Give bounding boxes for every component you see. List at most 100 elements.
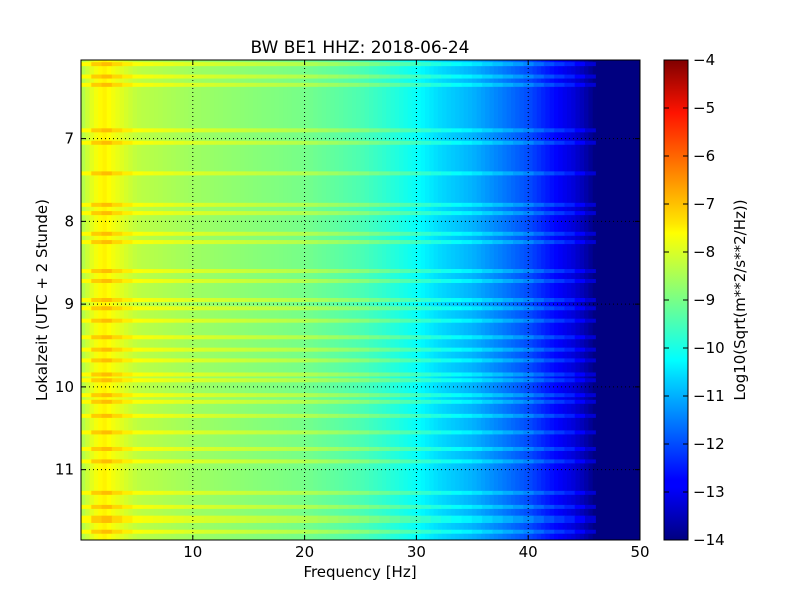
- spectrogram-band-segment: [482, 278, 494, 283]
- spectrogram-band-segment: [297, 278, 308, 283]
- spectrogram-band-segment: [523, 278, 535, 283]
- spectrogram-band-segment: [358, 372, 370, 377]
- spectrogram-band-segment: [307, 358, 319, 363]
- spectrogram-column: [618, 60, 624, 540]
- spectrogram-band-segment: [482, 372, 494, 377]
- spectrogram-band-segment: [297, 446, 308, 451]
- spectrogram-band-segment: [266, 490, 278, 495]
- spectrogram-band-segment: [173, 518, 185, 523]
- spectrogram-band-segment: [111, 358, 123, 363]
- spectrogram-band-segment: [441, 140, 452, 145]
- spectrogram-band-segment: [153, 202, 164, 207]
- spectrogram-band-segment: [420, 306, 432, 311]
- spectrogram-band-segment: [451, 393, 463, 398]
- spectrogram-band-segment: [132, 518, 144, 523]
- spectrogram-band-segment: [297, 504, 308, 509]
- spectrogram-band-segment: [482, 518, 494, 523]
- spectrogram-band-segment: [327, 140, 339, 145]
- spectrogram-band-segment: [574, 347, 586, 352]
- spectrogram-band-segment: [111, 278, 123, 283]
- spectrogram-band-segment: [122, 413, 134, 418]
- spectrogram-band-segment: [132, 140, 144, 145]
- spectrogram-band-segment: [142, 399, 154, 404]
- spectrogram-band-segment: [584, 459, 596, 464]
- spectrogram-band-segment: [173, 318, 185, 323]
- spectrogram-band-segment: [471, 202, 483, 207]
- spectrogram-band-segment: [482, 202, 494, 207]
- spectrogram-band-segment: [482, 269, 494, 274]
- spectrogram-band-segment: [111, 490, 123, 495]
- spectrogram-band-segment: [245, 62, 257, 67]
- spectrogram-band-segment: [389, 318, 401, 323]
- spectrogram-band-segment: [91, 140, 103, 145]
- spectrogram-band-segment: [91, 358, 103, 363]
- spectrogram-band-segment: [276, 378, 288, 383]
- x-tick-label: 30: [407, 543, 426, 561]
- spectrogram-band-segment: [492, 518, 504, 523]
- spectrogram-band-segment: [153, 306, 164, 311]
- spectrogram-band-segment: [410, 306, 422, 311]
- spectrogram-band-segment: [492, 413, 504, 418]
- spectrogram-band-segment: [225, 269, 236, 274]
- spectrogram-band-segment: [286, 518, 298, 523]
- spectrogram-band-segment: [153, 459, 164, 464]
- spectrogram-band-segment: [420, 459, 432, 464]
- spectrogram-band-segment: [379, 240, 391, 245]
- spectrogram-band-segment: [420, 399, 432, 404]
- spectrogram-band-segment: [91, 62, 103, 67]
- spectrogram-band-segment: [584, 269, 596, 274]
- spectrogram-band-segment: [574, 358, 586, 363]
- spectrogram-band-segment: [307, 490, 319, 495]
- spectrogram-band-segment: [358, 269, 370, 274]
- spectrogram-band-segment: [153, 74, 164, 79]
- spectrogram-band-segment: [533, 211, 545, 216]
- spectrogram-band-segment: [194, 128, 206, 133]
- spectrogram-band-segment: [379, 211, 391, 216]
- spectrogram-band-segment: [111, 211, 123, 216]
- spectrogram-band-segment: [523, 413, 535, 418]
- spectrogram-band-segment: [225, 358, 236, 363]
- spectrogram-band-segment: [204, 347, 216, 352]
- spectrogram-band-segment: [245, 446, 257, 451]
- spectrogram-band-segment: [399, 82, 411, 87]
- spectrogram-band-segment: [482, 318, 494, 323]
- spectrogram-band-segment: [317, 490, 329, 495]
- spectrogram-band-segment: [183, 358, 195, 363]
- spectrogram-band-segment: [369, 459, 380, 464]
- spectrogram-band-segment: [513, 306, 524, 311]
- spectrogram-band-segment: [348, 529, 360, 534]
- spectrogram-band-segment: [471, 347, 483, 352]
- spectrogram-band-segment: [163, 74, 175, 79]
- spectrogram-band-segment: [358, 529, 370, 534]
- spectrogram-band-segment: [338, 347, 350, 352]
- spectrogram-band-segment: [307, 518, 319, 523]
- spectrogram-band-segment: [369, 306, 380, 311]
- spectrogram-band-segment: [81, 171, 92, 176]
- spectrogram-band-segment: [461, 240, 473, 245]
- spectrogram-band-segment: [399, 171, 411, 176]
- spectrogram-band-segment: [471, 515, 483, 520]
- colorbar-tick-label: −5: [693, 99, 715, 117]
- spectrogram-band-segment: [554, 269, 566, 274]
- spectrogram-band-segment: [564, 231, 576, 236]
- spectrogram-band-segment: [399, 74, 411, 79]
- spectrogram-band-segment: [471, 393, 483, 398]
- spectrogram-band-segment: [513, 62, 524, 67]
- spectrogram-band-segment: [194, 74, 206, 79]
- spectrogram-band-segment: [502, 128, 514, 133]
- spectrogram-band-segment: [348, 459, 360, 464]
- spectrogram-band-segment: [111, 529, 123, 534]
- spectrogram-band-segment: [584, 335, 596, 340]
- spectrogram-band-segment: [338, 459, 350, 464]
- spectrogram-band-segment: [276, 515, 288, 520]
- spectrogram-band-segment: [523, 459, 535, 464]
- spectrogram-band-segment: [369, 269, 380, 274]
- spectrogram-band-segment: [358, 515, 370, 520]
- spectrogram-band-segment: [142, 358, 154, 363]
- spectrogram-band-segment: [513, 430, 524, 435]
- spectrogram-band-segment: [214, 62, 226, 67]
- spectrogram-band-segment: [317, 269, 329, 274]
- spectrogram-band-segment: [533, 347, 545, 352]
